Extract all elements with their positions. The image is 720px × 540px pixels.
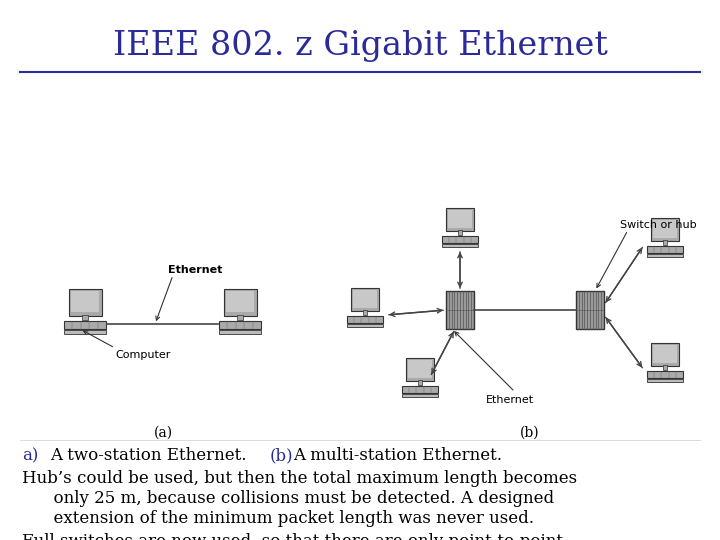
Text: A multi-station Ethernet.: A multi-station Ethernet. [293, 447, 502, 464]
Bar [446, 291, 474, 329]
Bar [238, 314, 243, 320]
Bar [662, 240, 667, 245]
Bar [442, 236, 478, 242]
Bar [653, 345, 677, 363]
Bar [226, 292, 253, 312]
Bar [406, 359, 434, 381]
Bar [647, 371, 683, 377]
Text: (b): (b) [270, 447, 294, 464]
Bar [418, 380, 423, 385]
Bar [68, 289, 102, 315]
Bar [576, 291, 604, 329]
Bar [442, 244, 478, 247]
Text: Ethernet: Ethernet [168, 265, 222, 275]
Text: Computer: Computer [115, 350, 171, 360]
Text: a): a) [22, 447, 38, 464]
Bar [219, 321, 261, 329]
Bar [219, 330, 261, 334]
Text: A two-station Ethernet.: A two-station Ethernet. [50, 447, 252, 464]
Bar [402, 394, 438, 397]
Bar [647, 254, 683, 258]
Bar [458, 230, 462, 235]
Bar [64, 321, 106, 329]
Text: only 25 m, because collisions must be detected. A designed: only 25 m, because collisions must be de… [22, 490, 554, 507]
Bar [647, 379, 683, 382]
Bar [347, 323, 383, 327]
Bar [651, 343, 679, 366]
Text: Full switches are now used, so that there are only point-to-point: Full switches are now used, so that ther… [22, 533, 563, 540]
Text: Ethernet: Ethernet [486, 395, 534, 405]
Bar [347, 316, 383, 322]
Bar [402, 386, 438, 393]
Bar [353, 291, 377, 308]
Bar [351, 288, 379, 311]
Text: extension of the minimum packet length was never used.: extension of the minimum packet length w… [22, 510, 534, 527]
Text: IEEE 802. z Gigabit Ethernet: IEEE 802. z Gigabit Ethernet [112, 30, 608, 62]
Text: (a): (a) [153, 426, 173, 440]
Bar [653, 220, 677, 238]
Text: (b): (b) [520, 426, 540, 440]
Text: Hub’s could be used, but then the total maximum length becomes: Hub’s could be used, but then the total … [22, 470, 577, 487]
Bar [64, 330, 106, 334]
Bar [82, 314, 88, 320]
Bar [363, 310, 367, 315]
Bar [408, 360, 432, 379]
Bar [71, 292, 99, 312]
Bar [223, 289, 256, 315]
Bar [446, 208, 474, 231]
Bar [647, 246, 683, 253]
Text: Switch or hub: Switch or hub [620, 220, 697, 230]
Bar [448, 210, 472, 228]
Bar [651, 218, 679, 241]
Bar [662, 365, 667, 370]
